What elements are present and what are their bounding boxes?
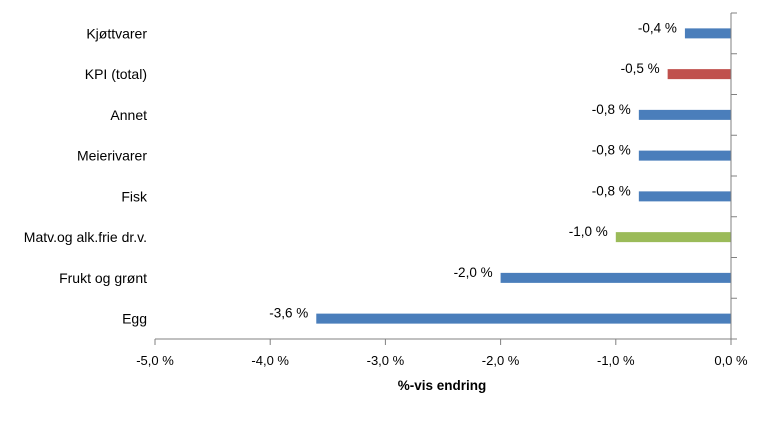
bar <box>638 150 731 161</box>
bar <box>684 28 731 39</box>
x-tick-label: 0,0 % <box>714 353 748 368</box>
category-label: Frukt og grønt <box>59 270 147 286</box>
category-label: Fisk <box>121 188 148 204</box>
bar <box>638 191 731 202</box>
x-tick-label: -2,0 % <box>482 353 520 368</box>
bar <box>667 69 731 80</box>
data-label: -0,8 % <box>592 183 631 198</box>
x-tick-label: -1,0 % <box>597 353 635 368</box>
category-label: Kjøttvarer <box>86 25 147 41</box>
x-tick-label: -5,0 % <box>136 353 174 368</box>
category-label: Annet <box>110 107 147 123</box>
data-label: -0,5 % <box>621 61 660 76</box>
bar <box>615 232 731 243</box>
category-label: Matv.og alk.frie dr.v. <box>24 229 147 245</box>
category-label: KPI (total) <box>85 66 147 82</box>
data-label: -2,0 % <box>454 265 493 280</box>
data-label: -0,8 % <box>592 102 631 117</box>
category-label: Egg <box>122 311 147 327</box>
data-label: -1,0 % <box>569 224 608 239</box>
bar <box>500 272 731 283</box>
x-tick-label: -3,0 % <box>367 353 405 368</box>
x-tick-label: -4,0 % <box>251 353 289 368</box>
data-label: -0,4 % <box>638 20 677 35</box>
data-label: -3,6 % <box>269 306 308 321</box>
bar <box>316 313 731 324</box>
x-axis-title: %-vis endring <box>398 378 487 393</box>
bar <box>638 109 731 120</box>
category-label: Meierivarer <box>77 148 147 164</box>
data-label: -0,8 % <box>592 143 631 158</box>
